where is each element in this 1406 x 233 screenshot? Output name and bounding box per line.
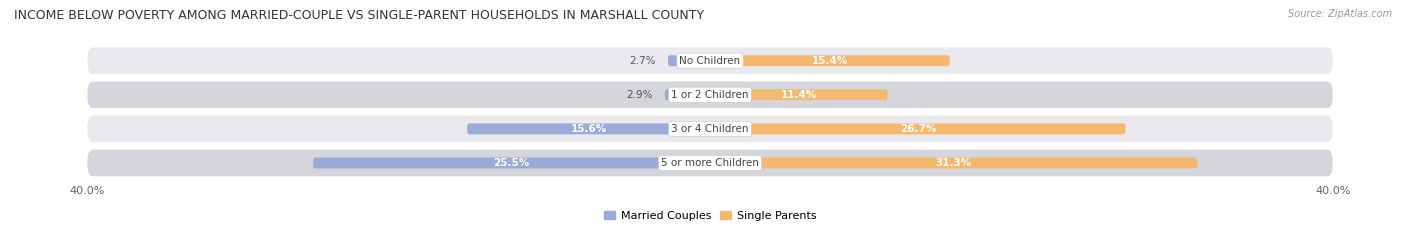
Text: 26.7%: 26.7% <box>900 124 936 134</box>
FancyBboxPatch shape <box>710 123 1126 134</box>
Text: 5 or more Children: 5 or more Children <box>661 158 759 168</box>
Text: INCOME BELOW POVERTY AMONG MARRIED-COUPLE VS SINGLE-PARENT HOUSEHOLDS IN MARSHAL: INCOME BELOW POVERTY AMONG MARRIED-COUPL… <box>14 9 704 22</box>
Text: 15.4%: 15.4% <box>811 56 848 66</box>
FancyBboxPatch shape <box>314 158 710 168</box>
Text: 2.9%: 2.9% <box>626 90 652 100</box>
FancyBboxPatch shape <box>87 82 1333 108</box>
FancyBboxPatch shape <box>87 116 1333 142</box>
FancyBboxPatch shape <box>710 89 887 100</box>
FancyBboxPatch shape <box>87 150 1333 176</box>
FancyBboxPatch shape <box>665 89 710 100</box>
Text: 15.6%: 15.6% <box>571 124 607 134</box>
FancyBboxPatch shape <box>710 158 1198 168</box>
Text: 2.7%: 2.7% <box>628 56 655 66</box>
FancyBboxPatch shape <box>467 123 710 134</box>
FancyBboxPatch shape <box>668 55 710 66</box>
Text: 11.4%: 11.4% <box>780 90 817 100</box>
Text: 3 or 4 Children: 3 or 4 Children <box>671 124 749 134</box>
Text: 1 or 2 Children: 1 or 2 Children <box>671 90 749 100</box>
Text: Source: ZipAtlas.com: Source: ZipAtlas.com <box>1288 9 1392 19</box>
Text: 31.3%: 31.3% <box>935 158 972 168</box>
FancyBboxPatch shape <box>710 55 950 66</box>
Text: 25.5%: 25.5% <box>494 158 530 168</box>
Legend: Married Couples, Single Parents: Married Couples, Single Parents <box>599 206 821 225</box>
Text: No Children: No Children <box>679 56 741 66</box>
FancyBboxPatch shape <box>87 47 1333 74</box>
